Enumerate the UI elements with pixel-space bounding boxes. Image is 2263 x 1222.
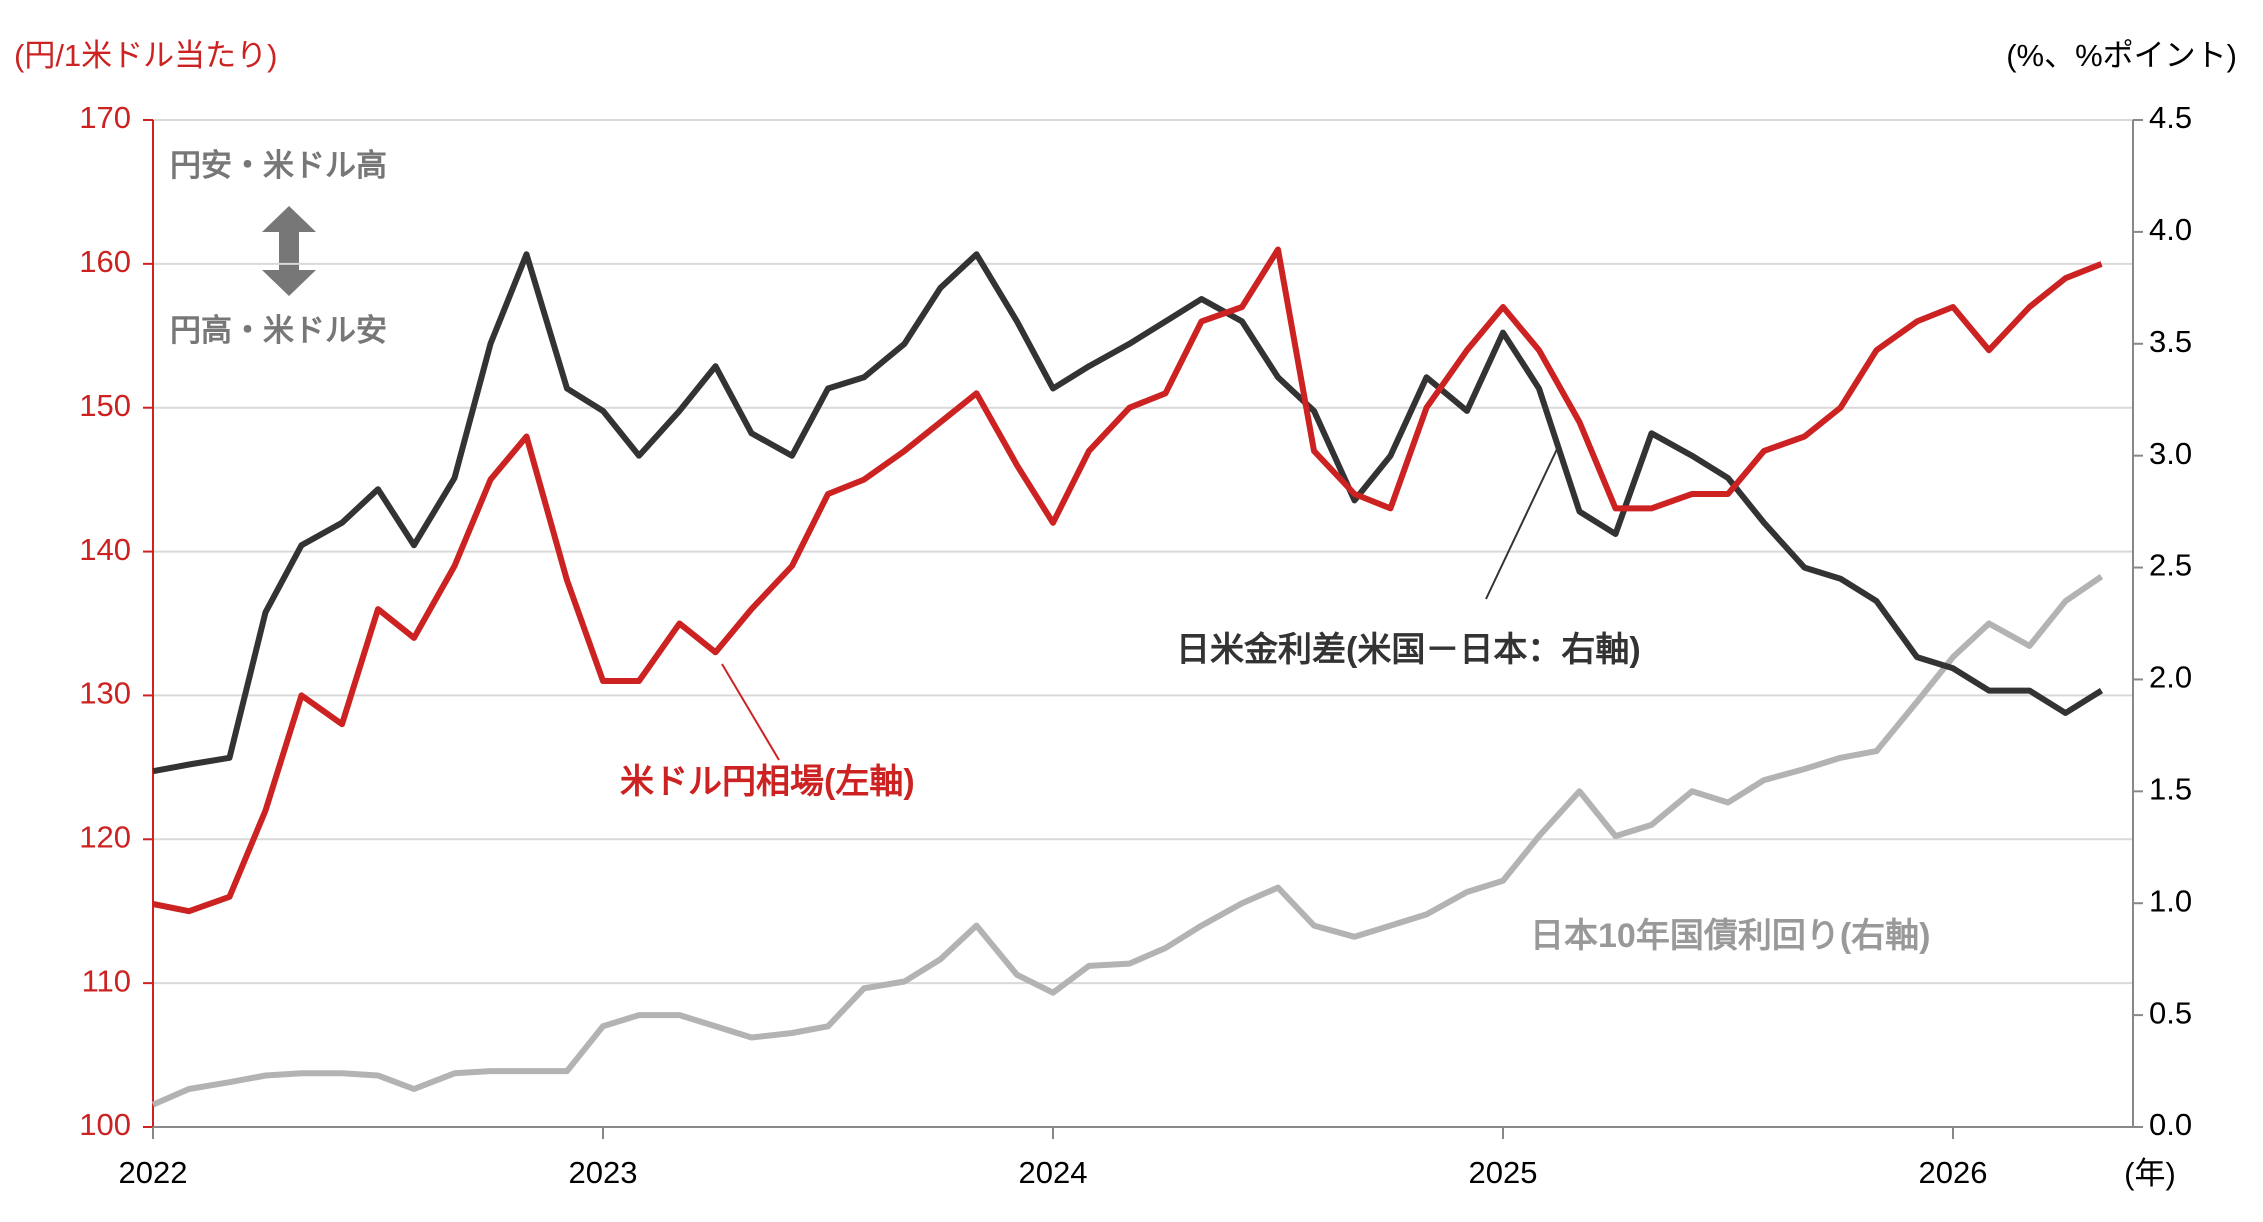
y2-tick-label: 3.5: [2149, 324, 2192, 359]
arrow: [262, 206, 316, 296]
y2-axis-label: (%、%ポイント): [2006, 38, 2237, 73]
y-tick-label: 170: [79, 100, 131, 135]
leader-line: [721, 663, 780, 761]
series-label: 米ドル円相場(左軸): [620, 763, 915, 801]
series-line: [152, 251, 2104, 775]
y-tick-label: 140: [79, 532, 131, 567]
series-line: [152, 246, 2103, 915]
series-label: 日本10年国債利回り(右軸): [1530, 917, 1930, 955]
y2-tick-label: 1.5: [2149, 772, 2192, 807]
y2-tick-label: 4.5: [2149, 100, 2192, 135]
y-tick-label: 100: [79, 1107, 131, 1142]
y2-tick-label: 0.5: [2149, 995, 2192, 1030]
y2-tick-label: 2.0: [2149, 660, 2192, 695]
annotation: 円安・米ドル高: [170, 148, 387, 183]
y2-tick-label: 3.0: [2149, 436, 2192, 471]
y2-tick-label: 2.5: [2149, 548, 2192, 583]
series-label: 日米金利差(米国－日本：右軸): [1176, 630, 1641, 669]
y-tick-label: 120: [79, 819, 131, 854]
y2-tick-label: 1.0: [2149, 883, 2192, 918]
y-tick-label: 160: [79, 244, 131, 279]
x-tick-label: 2025: [1469, 1155, 1538, 1190]
x-tick-label: 2024: [1019, 1155, 1088, 1190]
y-tick-label: 130: [79, 676, 131, 711]
leader-line: [1485, 446, 1559, 600]
y2-tick-label: 0.0: [2149, 1107, 2192, 1142]
x-tick-label: 2023: [569, 1155, 638, 1190]
y2-tick-label: 4.0: [2149, 212, 2192, 247]
series-line: [151, 574, 2104, 1108]
y-tick-label: 150: [79, 388, 131, 423]
y-axis-label: (円/1米ドル当たり): [14, 38, 278, 73]
x-axis-label: (年): [2124, 1156, 2176, 1191]
annotation: 円高・米ドル安: [170, 313, 387, 348]
x-tick-label: 2022: [119, 1155, 188, 1190]
y-tick-label: 110: [82, 963, 131, 998]
x-tick-label: 2026: [1919, 1155, 1988, 1190]
